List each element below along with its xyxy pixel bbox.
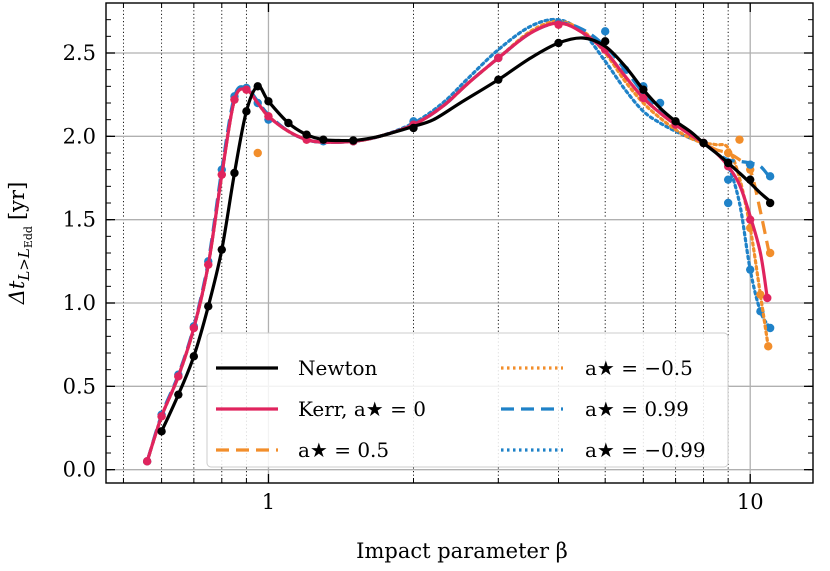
y-tick-label: 1.5 (63, 208, 96, 232)
y-tick-label: 1.0 (63, 291, 96, 315)
series-0-marker (157, 427, 166, 436)
series-1-marker (639, 93, 648, 103)
x-tick-labels: 1 10 (262, 490, 764, 514)
series-1-marker (242, 85, 251, 94)
legend: Newton Kerr, a★ = 0 a★ = 0.5 a★ = −0.5 a★ = … (206, 332, 729, 468)
legend-label-2: a★ = 0.5 (298, 438, 389, 462)
series-0-marker (600, 37, 610, 46)
series-1-marker (494, 53, 503, 63)
series-0-marker (671, 117, 680, 126)
series-0-marker (242, 107, 251, 116)
series-3-marker (764, 342, 773, 351)
series-1-marker (230, 95, 239, 104)
series-0-marker (699, 138, 708, 148)
series-2-marker (765, 248, 775, 258)
legend-box (206, 332, 729, 468)
series-1-marker (189, 323, 199, 333)
y-axis-label-unit: [yr] (5, 182, 29, 220)
legend-label-3: a★ = −0.5 (585, 356, 693, 380)
series-0-marker (746, 175, 755, 184)
series-0-marker (264, 97, 273, 106)
y-tick-label: 2.0 (63, 124, 96, 148)
x-axis-label: Impact parameter β (356, 539, 568, 563)
series-0-marker (217, 245, 226, 254)
series-0-marker (409, 123, 418, 133)
series-1-marker (763, 293, 772, 303)
series-1-marker (217, 170, 226, 179)
series-4-marker (600, 27, 610, 36)
plot-frame (105, 2, 814, 484)
series-0-marker (253, 82, 262, 91)
series-4-marker (723, 175, 733, 184)
series-0-marker (639, 85, 648, 94)
series-1-marker (157, 412, 166, 421)
series-0-marker (765, 198, 775, 208)
series-0-marker (319, 135, 328, 144)
y-tick-label: 0.0 (63, 458, 96, 482)
series-4-marker (765, 172, 775, 181)
y-tick-label: 2.5 (63, 41, 96, 65)
series-0-marker (723, 158, 733, 168)
y-tick-labels: 0.0 0.5 1.0 1.5 2.0 2.5 (63, 41, 96, 482)
series-1-marker (204, 260, 213, 269)
series-0-marker (284, 118, 293, 128)
series-5-marker (723, 198, 733, 208)
series-0-marker (302, 130, 311, 139)
series-0-marker (230, 168, 239, 178)
y-axis-label-sub1: L>L (15, 248, 33, 282)
series-1-marker (142, 457, 152, 466)
y-tick-label: 0.5 (63, 374, 96, 398)
x-tick-label: 10 (737, 490, 764, 514)
axis-ticks (106, 3, 813, 483)
series-3-marker (756, 290, 765, 299)
series-group (142, 17, 775, 466)
series-3-marker (735, 135, 744, 144)
series-0-marker (189, 352, 199, 361)
legend-label-1: Kerr, a★ = 0 (298, 397, 426, 421)
x-tick-label: 1 (262, 490, 275, 514)
series-1-marker (264, 112, 273, 121)
y-axis-label-sub2: Edd (22, 226, 35, 248)
series-5-marker (765, 323, 775, 333)
series-0-marker (174, 390, 183, 399)
series-2-marker (723, 148, 733, 158)
legend-label-4: a★ = 0.99 (585, 397, 689, 421)
y-axis-label-main: Δt (5, 280, 29, 305)
series-1-marker (554, 20, 563, 29)
series-0-marker (204, 302, 213, 311)
series-5-marker (746, 265, 755, 274)
series-0-marker (349, 136, 358, 145)
legend-label-5: a★ = −0.99 (585, 438, 706, 462)
legend-label-0: Newton (298, 356, 378, 380)
series-4-marker (746, 160, 755, 169)
series-1-marker (746, 215, 755, 224)
series-0-marker (554, 38, 563, 48)
series-2-marker (253, 148, 262, 158)
y-axis-label: ΔtL>LEdd [yr] (5, 182, 35, 306)
series-1-marker (174, 372, 183, 381)
series-0-marker (494, 75, 503, 84)
